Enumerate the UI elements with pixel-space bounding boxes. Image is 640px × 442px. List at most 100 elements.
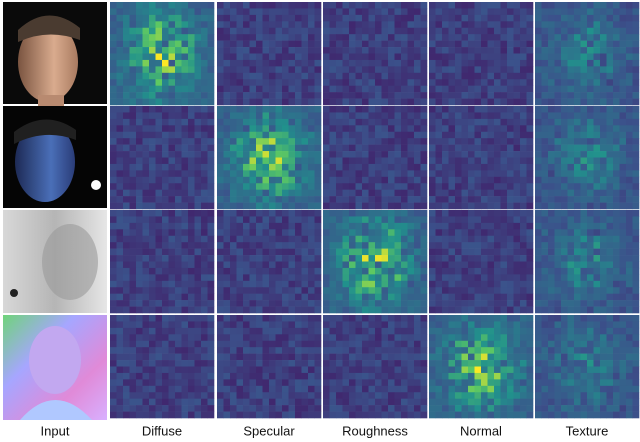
heatmap-cell (555, 21, 562, 28)
heatmap-cell (130, 281, 137, 288)
heatmap-cell (143, 47, 150, 54)
heatmap-cell (401, 2, 408, 9)
heatmap-cell (323, 183, 330, 190)
heatmap-cell (429, 138, 436, 145)
heatmap-cell (542, 170, 549, 177)
heatmap-cell (269, 399, 276, 406)
heatmap-cell (520, 73, 527, 80)
heatmap-cell (375, 92, 382, 99)
heatmap-cell (224, 203, 231, 210)
heatmap-cell (414, 307, 421, 314)
heatmap-cell (620, 315, 627, 322)
heatmap-cell (123, 281, 130, 288)
heatmap-cell (494, 379, 501, 386)
heatmap-cell (481, 112, 488, 119)
heatmap-cell (414, 190, 421, 197)
heatmap-cell (587, 92, 594, 99)
heatmap-cell (169, 307, 176, 314)
heatmap-cell (323, 158, 330, 165)
heatmap-cell (188, 294, 195, 301)
heatmap-cell (401, 190, 408, 197)
heatmap-cell (295, 177, 302, 184)
heatmap-cell (520, 125, 527, 132)
heatmap-cell (520, 236, 527, 243)
heatmap-cell (455, 79, 462, 86)
heatmap-cell (414, 334, 421, 341)
heatmap-cell (336, 373, 343, 380)
heatmap-cell (169, 262, 176, 269)
heatmap-cell (561, 249, 568, 256)
heatmap-cell (514, 274, 521, 281)
heatmap-cell (369, 177, 376, 184)
heatmap-cell (488, 119, 495, 126)
heatmap-cell (263, 249, 270, 256)
heatmap-cell (349, 41, 356, 48)
heatmap-cell (143, 151, 150, 158)
heatmap-cell (587, 119, 594, 126)
heatmap-cell (442, 210, 449, 217)
heatmap-cell (230, 145, 237, 152)
heatmap-cell (201, 392, 208, 399)
heatmap-cell (243, 405, 250, 412)
heatmap-cell (295, 170, 302, 177)
heatmap-cell (468, 132, 475, 139)
heatmap-cell (263, 399, 270, 406)
heatmap-cell (195, 392, 202, 399)
heatmap-cell (208, 268, 215, 275)
heatmap-cell (527, 386, 534, 393)
heatmap-cell (600, 255, 607, 262)
heatmap-cell (362, 399, 369, 406)
heatmap-cell (349, 223, 356, 230)
heatmap-cell (542, 328, 549, 335)
heatmap-cell (302, 287, 309, 294)
heatmap-cell (323, 341, 330, 348)
heatmap-cell (568, 229, 575, 236)
heatmap-cell (149, 262, 156, 269)
heatmap-cell (330, 34, 337, 41)
heatmap-cell (263, 328, 270, 335)
heatmap-cell (462, 300, 469, 307)
heatmap-cell (462, 287, 469, 294)
heatmap-cell (263, 34, 270, 41)
heatmap-cell (130, 367, 137, 374)
heatmap-cell (315, 373, 322, 380)
heatmap-cell (520, 106, 527, 113)
heatmap-cell (429, 249, 436, 256)
heatmap-cell (188, 125, 195, 132)
heatmap-cell (308, 367, 315, 374)
heatmap-cell (626, 145, 633, 152)
heatmap-cell (494, 158, 501, 165)
heatmap-cell (263, 287, 270, 294)
heatmap-cell (501, 399, 508, 406)
heatmap-cell (520, 28, 527, 35)
heatmap-cell (323, 2, 330, 9)
heatmap-cell (195, 229, 202, 236)
heatmap-cell (574, 268, 581, 275)
heatmap-cell (295, 54, 302, 61)
heatmap-cell (182, 34, 189, 41)
heatmap-cell (449, 86, 456, 93)
heatmap-cell (289, 145, 296, 152)
heatmap-cell (481, 386, 488, 393)
heatmap-cell (600, 112, 607, 119)
heatmap-cell (542, 315, 549, 322)
heatmap-cell (520, 216, 527, 223)
heatmap-cell (555, 86, 562, 93)
heatmap-cell (555, 236, 562, 243)
heatmap-cell (302, 255, 309, 262)
heatmap-cell (414, 79, 421, 86)
heatmap-cell (421, 268, 428, 275)
heatmap-cell (237, 392, 244, 399)
heatmap-cell (315, 21, 322, 28)
heatmap-cell (256, 54, 263, 61)
heatmap-cell (208, 216, 215, 223)
heatmap-cell (224, 138, 231, 145)
heatmap-cell (201, 210, 208, 217)
heatmap-cell (436, 28, 443, 35)
heatmap-cell (201, 347, 208, 354)
heatmap-cell (308, 79, 315, 86)
heatmap-cell (574, 112, 581, 119)
heatmap-cell (188, 8, 195, 15)
heatmap-cell (527, 21, 534, 28)
heatmap-cell (289, 354, 296, 361)
